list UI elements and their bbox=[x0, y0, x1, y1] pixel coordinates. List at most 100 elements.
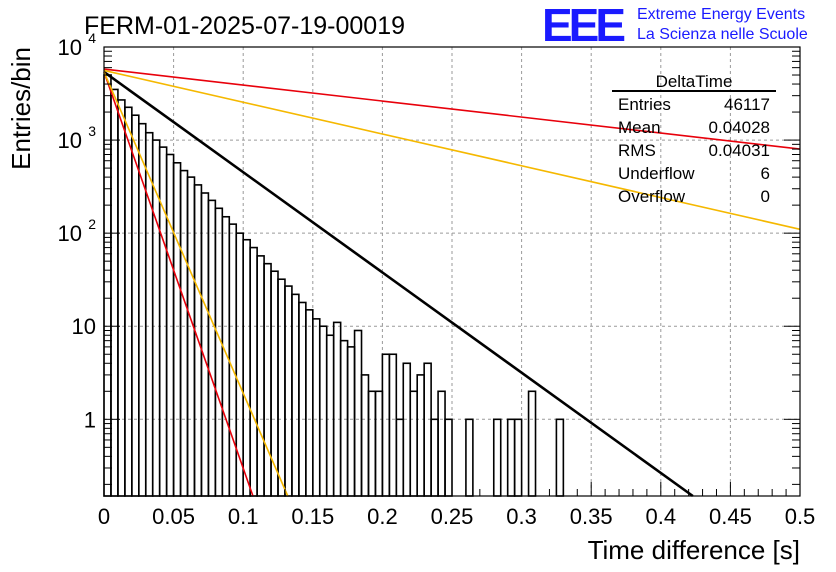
histogram-bin bbox=[207, 199, 217, 497]
histogram-bin bbox=[395, 418, 405, 497]
histogram-bin bbox=[402, 362, 412, 497]
histogram-bin bbox=[367, 390, 377, 497]
histogram-bin bbox=[228, 223, 238, 497]
histogram-bin bbox=[409, 390, 418, 497]
stats-row-value: 0 bbox=[761, 187, 770, 206]
stats-title: DeltaTime bbox=[656, 72, 733, 91]
x-tick-label: 0.25 bbox=[431, 504, 474, 529]
histogram-bin bbox=[555, 418, 565, 497]
histogram-bin bbox=[110, 88, 119, 497]
histogram-bin bbox=[221, 215, 231, 497]
histogram-bin bbox=[124, 106, 133, 497]
histogram-bin bbox=[179, 169, 189, 497]
x-tick-label: 0.1 bbox=[228, 504, 259, 529]
histogram-bin bbox=[117, 99, 126, 497]
histogram-bin bbox=[131, 114, 140, 497]
stats-box: DeltaTime Entries 46117 Mean 0.04028 RMS 0.04… bbox=[612, 72, 776, 206]
histogram-bin bbox=[263, 262, 272, 497]
y-tick-exponent: 2 bbox=[88, 216, 96, 232]
fit-line bbox=[103, 71, 289, 497]
histogram-bin bbox=[256, 255, 265, 497]
histogram-bin bbox=[311, 318, 321, 497]
stats-row-value: 0.04028 bbox=[709, 118, 770, 137]
logo-line2: La Scienza nelle Scuole bbox=[637, 26, 808, 43]
axes: 0 0.05 0.1 0.15 0.2 0.25 0.3 0.35 0.4 0.45 0.510 41… bbox=[58, 30, 816, 529]
x-tick-label: 0.4 bbox=[646, 504, 677, 529]
x-tick-label: 0.05 bbox=[152, 504, 195, 529]
histogram-bin bbox=[242, 238, 251, 497]
histogram-bin bbox=[165, 153, 175, 497]
x-axis-label: Time difference [s] bbox=[588, 535, 800, 565]
stats-row-label: RMS bbox=[618, 141, 656, 160]
histogram-bin bbox=[346, 346, 356, 497]
histogram-bin bbox=[284, 285, 293, 497]
y-tick-label: 10 bbox=[58, 35, 82, 60]
histogram-bin bbox=[444, 418, 453, 497]
fit-line bbox=[103, 70, 694, 498]
y-tick-label: 10 bbox=[58, 128, 82, 153]
histogram-bin bbox=[200, 192, 210, 497]
x-tick-label: 0.35 bbox=[570, 504, 613, 529]
histogram-bin bbox=[360, 374, 370, 497]
y-tick-exponent: 3 bbox=[88, 123, 96, 139]
x-tick-label: 0 bbox=[98, 504, 110, 529]
x-tick-label: 0.3 bbox=[506, 504, 537, 529]
x-tick-label: 0.15 bbox=[291, 504, 334, 529]
y-tick-label: 1 bbox=[84, 407, 96, 432]
grid bbox=[104, 47, 800, 496]
logo-mark: EEE bbox=[542, 0, 626, 51]
histogram-bin bbox=[465, 418, 474, 497]
histogram-bin bbox=[103, 74, 112, 497]
histogram-bin bbox=[298, 301, 307, 497]
x-tick-label: 0.5 bbox=[785, 504, 816, 529]
y-tick-label: 10 bbox=[72, 314, 96, 339]
y-axis-label: Entries/bin bbox=[6, 47, 36, 170]
histogram-bin bbox=[277, 278, 286, 497]
stats-rows: Entries 46117 Mean 0.04028 RMS 0.04031 Underfl… bbox=[618, 95, 770, 206]
chart-title: FERM-01-2025-07-19-00019 bbox=[84, 12, 405, 40]
fit-line bbox=[103, 69, 801, 231]
histogram-bin bbox=[144, 131, 154, 497]
x-tick-label: 0.2 bbox=[367, 504, 398, 529]
plot-frame bbox=[103, 46, 801, 497]
histogram-bin bbox=[388, 353, 398, 497]
histogram-bin bbox=[305, 309, 314, 497]
histogram-bin bbox=[186, 176, 196, 497]
histogram-bin bbox=[291, 293, 300, 497]
histogram-bin bbox=[249, 246, 258, 497]
histogram-bin bbox=[513, 418, 523, 497]
histogram-bin bbox=[527, 390, 537, 497]
histogram-bin bbox=[214, 207, 224, 497]
histogram-bin bbox=[318, 325, 328, 497]
histogram-bin bbox=[374, 390, 384, 497]
histogram-bin bbox=[437, 390, 446, 497]
stats-row-label: Overflow bbox=[618, 187, 686, 206]
histogram-bin bbox=[492, 418, 502, 497]
histogram-bin bbox=[423, 362, 432, 497]
histogram-bin bbox=[430, 418, 439, 497]
histogram-bin bbox=[172, 162, 182, 497]
stats-row-value: 46117 bbox=[724, 95, 770, 114]
y-tick-exponent: 4 bbox=[88, 30, 96, 46]
stats-row-label: Entries bbox=[618, 95, 671, 114]
histogram-bin bbox=[506, 418, 516, 497]
eee-logo: EEE Extreme Energy Events La Scienza nel… bbox=[542, 0, 808, 51]
y-tick-label: 10 bbox=[58, 221, 82, 246]
fit-line bbox=[103, 71, 254, 497]
logo-line1: Extreme Energy Events bbox=[637, 6, 805, 23]
histogram-bin bbox=[325, 334, 335, 497]
stats-row-label: Mean bbox=[618, 118, 661, 137]
histogram-bin bbox=[332, 321, 342, 497]
histogram-bin bbox=[381, 353, 391, 497]
stats-row-value: 0.04031 bbox=[709, 141, 770, 160]
histogram-bin bbox=[339, 339, 349, 497]
histogram-bin bbox=[270, 270, 279, 497]
histogram-bin bbox=[158, 146, 168, 497]
fit-line bbox=[103, 68, 801, 150]
x-tick-label: 0.45 bbox=[709, 504, 752, 529]
histogram-bin bbox=[353, 329, 363, 497]
stats-row-label: Underflow bbox=[618, 164, 695, 183]
histogram-bin bbox=[416, 374, 425, 497]
stats-row-value: 6 bbox=[761, 164, 770, 183]
